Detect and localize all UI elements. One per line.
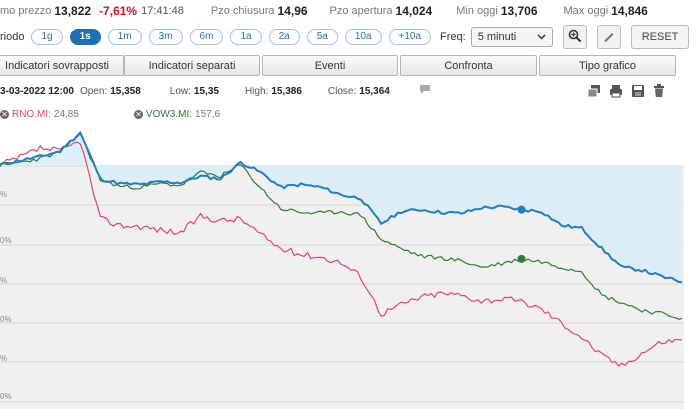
comment-icon[interactable] bbox=[419, 84, 431, 98]
candle-date: 3-03-2022 12:00 bbox=[0, 85, 74, 97]
hover-marker bbox=[517, 254, 526, 263]
quote-bar: mo prezzo 13,822 -7,61% 17:41:48 Pzo chi… bbox=[0, 0, 648, 22]
period-button-1s[interactable]: 1s bbox=[69, 29, 101, 45]
period-button-1g[interactable]: 1g bbox=[31, 29, 63, 45]
hover-marker bbox=[517, 205, 526, 214]
y-tick-label: 0% bbox=[0, 315, 12, 324]
series-line bbox=[0, 132, 683, 320]
y-tick-label: % bbox=[0, 354, 8, 363]
legend-ticker: RNO.MI: bbox=[12, 108, 51, 120]
candle-info-bar: 3-03-2022 12:00 Open: 15,358 Low: 15,35 … bbox=[0, 82, 431, 100]
layers-icon[interactable] bbox=[587, 84, 601, 101]
print-icon[interactable] bbox=[609, 84, 623, 101]
remove-series-icon[interactable]: ✕ bbox=[0, 109, 9, 119]
frequency-value: 5 minuti bbox=[477, 31, 517, 43]
min-today-value: 13,706 bbox=[500, 4, 538, 18]
period-button-6m[interactable]: 6m bbox=[189, 29, 224, 45]
period-button-2a[interactable]: 2a bbox=[268, 29, 300, 45]
period-toolbar: riodo 1g 1s 1m 3m 6m 1a 2a 5a 10a +10a F… bbox=[0, 25, 698, 49]
high-value: 15,386 bbox=[271, 85, 302, 97]
last-price-label: mo prezzo bbox=[0, 5, 52, 17]
close-price-value: 14,96 bbox=[277, 4, 308, 18]
series-line bbox=[0, 141, 682, 367]
period-label: riodo bbox=[0, 31, 25, 43]
min-today-label: Min oggi bbox=[456, 5, 498, 17]
y-tick-label: % bbox=[0, 190, 8, 199]
last-price-value: 13,822 bbox=[54, 4, 92, 18]
legend-value: 157,6 bbox=[195, 108, 221, 120]
period-button-5a[interactable]: 5a bbox=[306, 29, 338, 45]
close-price-label: Pzo chiusura bbox=[210, 5, 275, 17]
pencil-icon bbox=[602, 29, 616, 46]
low-value: 15,35 bbox=[193, 85, 219, 97]
chevron-down-icon bbox=[537, 31, 546, 43]
period-button-1a[interactable]: 1a bbox=[230, 29, 262, 45]
open-value: 15,358 bbox=[110, 85, 141, 97]
draw-button[interactable] bbox=[596, 25, 621, 49]
menu-compare[interactable]: Confronta bbox=[400, 55, 537, 76]
close-value: 15,364 bbox=[359, 85, 390, 97]
zoom-button[interactable] bbox=[562, 25, 587, 49]
low-label: Low: bbox=[169, 85, 191, 97]
remove-series-icon[interactable]: ✕ bbox=[133, 109, 143, 119]
open-label: Open: bbox=[79, 85, 108, 97]
save-icon[interactable] bbox=[631, 84, 645, 101]
reset-button[interactable]: RESET bbox=[630, 25, 690, 49]
menu-events[interactable]: Eventi bbox=[262, 55, 398, 76]
period-button-10a-plus[interactable]: +10a bbox=[388, 29, 432, 45]
max-today-label: Max oggi bbox=[563, 5, 609, 17]
price-chart[interactable]: % 0%% 0%% 0% bbox=[0, 128, 684, 412]
magnifier-plus-icon bbox=[568, 29, 582, 46]
quote-time: 17:41:48 bbox=[141, 5, 184, 17]
y-tick-label: 0% bbox=[0, 236, 12, 245]
series-line bbox=[0, 130, 683, 284]
open-price-value: 14,024 bbox=[395, 4, 433, 18]
trash-icon[interactable] bbox=[653, 84, 665, 101]
menu-separate-indicators[interactable]: Indicatori separati bbox=[124, 55, 260, 76]
max-today-value: 14,846 bbox=[611, 4, 648, 18]
series-area-fill bbox=[0, 132, 682, 283]
period-button-10a[interactable]: 10a bbox=[344, 29, 382, 45]
y-tick-label: 0% bbox=[0, 392, 12, 401]
chart-canvas bbox=[0, 128, 684, 409]
chart-actions bbox=[587, 84, 665, 101]
frequency-select[interactable]: 5 minuti bbox=[470, 27, 553, 47]
price-change: -7,61% bbox=[99, 4, 138, 18]
comparison-legend: ✕ RNO.MI: 24,85 ✕ VOW3.MI: 157,6 bbox=[0, 106, 220, 122]
y-tick-label: % bbox=[0, 276, 8, 285]
frequency-label: Freq: bbox=[440, 31, 466, 43]
close-label: Close: bbox=[327, 85, 357, 97]
period-button-1m[interactable]: 1m bbox=[107, 29, 142, 45]
menu-overlay-indicators[interactable]: Indicatori sovrapposti bbox=[0, 55, 124, 76]
period-button-3m[interactable]: 3m bbox=[148, 29, 183, 45]
legend-ticker: VOW3.MI: bbox=[145, 108, 193, 120]
menu-chart-type[interactable]: Tipo grafico bbox=[539, 55, 676, 76]
legend-value: 24,85 bbox=[53, 108, 79, 120]
high-label: High: bbox=[244, 85, 269, 97]
open-price-label: Pzo apertura bbox=[329, 5, 393, 17]
